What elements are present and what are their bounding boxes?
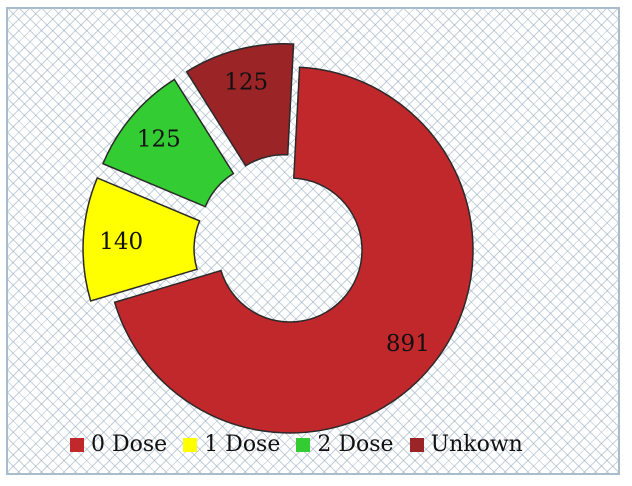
- legend-item-2-dose: 2 Dose: [296, 432, 394, 457]
- legend-swatch-0-dose: [70, 437, 84, 452]
- data-label-0-dose: 891: [386, 331, 430, 357]
- legend-label-unknown: Unkown: [430, 432, 523, 457]
- data-label-unknown: 125: [224, 70, 268, 96]
- data-label-1-dose: 140: [99, 229, 143, 255]
- legend-item-1-dose: 1 Dose: [183, 432, 280, 457]
- data-label-2-dose: 125: [137, 127, 181, 153]
- slice-0-dose: [113, 66, 474, 434]
- legend-swatch-unknown: [409, 437, 424, 452]
- legend-label-0-dose: 0 Dose: [91, 432, 168, 457]
- legend-item-unknown: Unkown: [409, 432, 523, 457]
- legend-item-0-dose: 0 Dose: [70, 432, 167, 457]
- slice-unknown: [185, 43, 295, 167]
- legend-label-1-dose: 1 Dose: [204, 432, 281, 457]
- slice-2-dose: [101, 78, 235, 208]
- legend-swatch-1-dose: [183, 437, 198, 452]
- legend-swatch-2-dose: [296, 437, 311, 452]
- legend-label-2-dose: 2 Dose: [317, 432, 394, 457]
- slice-1-dose: [82, 176, 201, 302]
- chart-legend: 0 Dose 1 Dose 2 Dose Unkown: [70, 432, 523, 457]
